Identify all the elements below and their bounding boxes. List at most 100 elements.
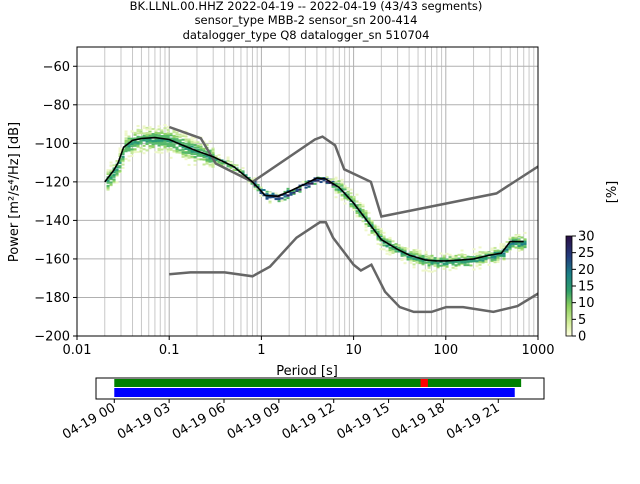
colorbar-tick-label: 20 <box>578 263 595 278</box>
heatmap-cell <box>118 171 122 174</box>
heatmap-cell <box>172 129 176 132</box>
y-tick-label: −140 <box>34 214 70 229</box>
heatmap-cell <box>394 248 398 251</box>
heatmap-cell <box>511 242 515 245</box>
heatmap-cell <box>481 259 485 262</box>
heatmap-cell <box>184 155 188 158</box>
heatmap-cell <box>109 181 113 184</box>
heatmap-cell <box>172 144 176 147</box>
heatmap-cell <box>367 225 371 228</box>
heatmap-cell <box>265 197 269 200</box>
heatmap-cell <box>133 151 137 154</box>
heatmap-cell <box>451 266 455 269</box>
heatmap-cell <box>412 266 416 269</box>
heatmap-cell <box>517 249 521 252</box>
heatmap-cell <box>433 269 437 272</box>
heatmap-cell <box>472 260 476 263</box>
heatmap-cell <box>424 250 428 253</box>
heatmap-cell <box>499 243 503 246</box>
heatmap-cell <box>364 212 368 215</box>
heatmap-cell <box>472 253 476 256</box>
heatmap-cell <box>412 252 416 255</box>
heatmap-cell <box>364 215 368 218</box>
heatmap-cell <box>400 246 404 249</box>
heatmap-cell <box>442 256 446 259</box>
heatmap-cell <box>397 250 401 253</box>
heatmap-cell <box>520 245 524 248</box>
heatmap-cell <box>481 257 485 260</box>
heatmap-cell <box>202 163 206 166</box>
heatmap-cell <box>520 244 524 247</box>
heatmap-cell <box>517 233 521 236</box>
heatmap-cell <box>427 262 431 265</box>
heatmap-cell <box>436 262 440 265</box>
heatmap-cell <box>112 174 116 177</box>
heatmap-cell <box>361 211 365 214</box>
heatmap-cell <box>232 169 236 172</box>
heatmap-cell <box>166 131 170 134</box>
heatmap-cell <box>445 261 449 264</box>
heatmap-cell <box>181 152 185 155</box>
heatmap-cell <box>514 241 518 244</box>
heatmap-cell <box>442 262 446 265</box>
heatmap-cell <box>142 136 146 139</box>
heatmap-cell <box>142 144 146 147</box>
heatmap-cell <box>211 165 215 168</box>
heatmap-cell <box>490 260 494 263</box>
heatmap-cell <box>454 264 458 267</box>
heatmap-cell <box>469 260 473 263</box>
heatmap-cell <box>166 150 170 153</box>
heatmap-cell <box>304 186 308 189</box>
heatmap-cell <box>364 214 368 217</box>
heatmap-cell <box>409 261 413 264</box>
heatmap-cell <box>274 192 278 195</box>
heatmap-cell <box>370 231 374 234</box>
heatmap-cell <box>424 253 428 256</box>
heatmap-cell <box>283 190 287 193</box>
heatmap-cell <box>388 240 392 243</box>
heatmap-cell <box>430 254 434 257</box>
heatmap-cell <box>481 252 485 255</box>
heatmap-cell <box>193 150 197 153</box>
heatmap-cell <box>190 138 194 141</box>
heatmap-cell <box>157 139 161 142</box>
heatmap-cell <box>487 251 491 254</box>
heatmap-cell <box>184 154 188 157</box>
heatmap-cell <box>292 192 296 195</box>
heatmap-cell <box>388 238 392 241</box>
heatmap-cell <box>499 246 503 249</box>
heatmap-cell <box>379 235 383 238</box>
heatmap-cell <box>409 259 413 262</box>
heatmap-cell <box>304 183 308 186</box>
heatmap-cell <box>268 200 272 203</box>
heatmap-cell <box>502 243 506 246</box>
heatmap-cell <box>418 260 422 263</box>
heatmap-cell <box>169 144 173 147</box>
heatmap-cell <box>127 149 131 152</box>
heatmap-cell <box>271 196 275 199</box>
gap-marker-bar <box>420 379 428 387</box>
heatmap-cell <box>427 255 431 258</box>
heatmap-cell <box>493 256 497 259</box>
timeline-tick-label: 04-19 12 <box>280 400 338 442</box>
heatmap-cell <box>154 128 158 131</box>
heatmap-cell <box>151 144 155 147</box>
heatmap-cell <box>115 168 119 171</box>
heatmap-cell <box>175 149 179 152</box>
heatmap-cell <box>130 148 134 151</box>
heatmap-cell <box>211 147 215 150</box>
heatmap-cell <box>298 188 302 191</box>
heatmap-cell <box>475 260 479 263</box>
heatmap-cell <box>193 163 197 166</box>
heatmap-cell <box>157 142 161 145</box>
heatmap-cell <box>454 256 458 259</box>
heatmap-cell <box>181 155 185 158</box>
heatmap-cell <box>439 252 443 255</box>
heatmap-cell <box>325 176 329 179</box>
heatmap-cell <box>271 192 275 195</box>
heatmap-cell <box>469 256 473 259</box>
heatmap-cell <box>211 160 215 163</box>
heatmap-cell <box>415 248 419 251</box>
heatmap-cell <box>346 194 350 197</box>
